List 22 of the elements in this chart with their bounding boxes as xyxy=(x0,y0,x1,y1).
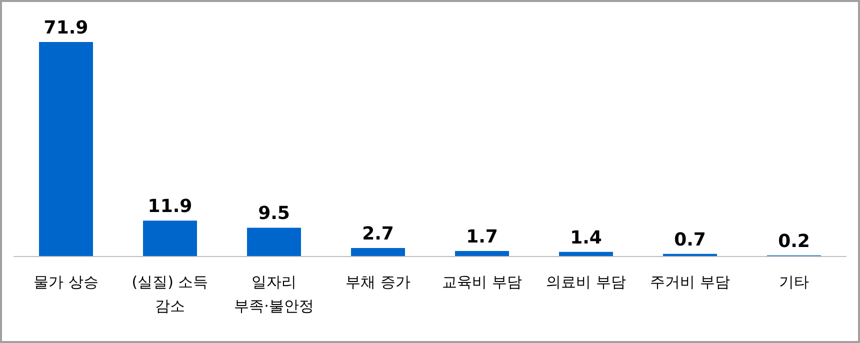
data-label: 9.5 xyxy=(258,203,290,224)
data-label: 0.7 xyxy=(674,229,706,250)
data-label: 11.9 xyxy=(148,196,192,218)
bar xyxy=(351,248,405,256)
x-tick-label: 의료비 부담 xyxy=(546,273,626,291)
data-label: 1.4 xyxy=(570,227,602,248)
bar xyxy=(455,250,509,256)
data-label: 1.7 xyxy=(466,226,498,248)
bar xyxy=(559,252,613,256)
bar xyxy=(247,228,301,256)
data-label: 0.2 xyxy=(778,230,810,252)
x-tick-label: 일자리 부족·불안정 xyxy=(234,273,314,315)
data-label: 71.9 xyxy=(44,18,88,38)
x-tick-label: 부채 증가 xyxy=(346,273,410,291)
bar xyxy=(143,220,197,256)
data-label: 2.7 xyxy=(362,223,394,244)
bar xyxy=(39,42,93,256)
x-tick-label: (실질) 소득 감소 xyxy=(132,273,208,315)
x-tick-label: 물가 상승 xyxy=(34,273,98,291)
x-tick-label: 교육비 부담 xyxy=(442,273,522,291)
x-tick-label: 기타 xyxy=(779,273,809,291)
x-tick-label: 주거비 부담 xyxy=(650,273,730,291)
